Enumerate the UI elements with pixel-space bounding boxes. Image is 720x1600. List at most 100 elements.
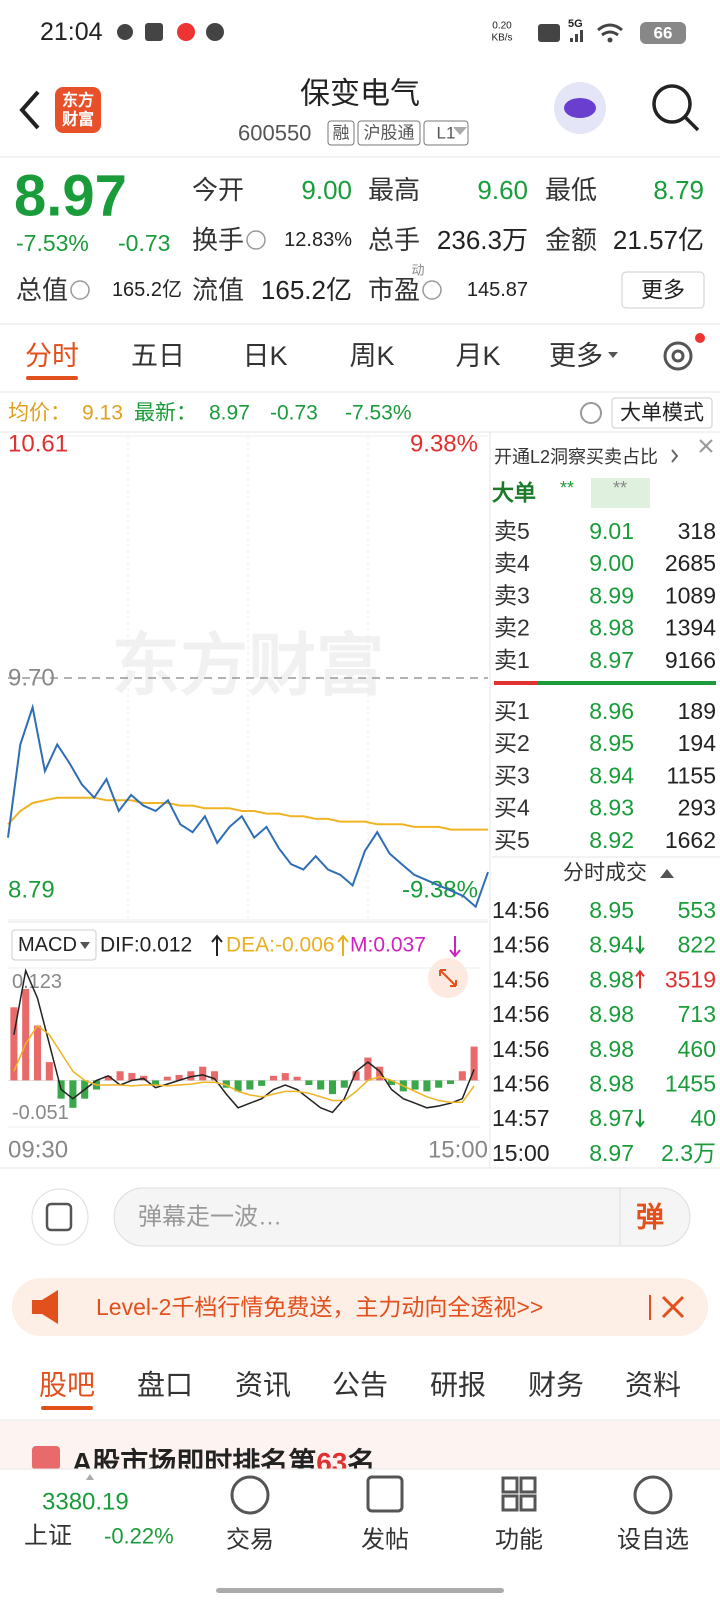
sub-tab[interactable]: 财务	[528, 1370, 584, 1401]
danmu-button[interactable]: 弹	[636, 1202, 664, 1233]
dropdown-icon[interactable]	[453, 127, 467, 135]
close-icon[interactable]	[661, 1295, 685, 1319]
mode-button[interactable]	[611, 397, 713, 429]
sub-tab[interactable]: 公告	[332, 1370, 388, 1401]
book-price: 8.95	[589, 730, 634, 756]
macd-bar	[222, 1080, 230, 1088]
tag: 沪股通	[364, 124, 415, 143]
trade-volume: 3519	[665, 966, 716, 992]
dropdown-icon	[608, 352, 618, 358]
tag-box	[357, 120, 421, 146]
book-label: 买5	[494, 827, 530, 853]
stock-name: 保变电气	[300, 78, 420, 111]
tag: L1	[437, 124, 456, 143]
help-icon[interactable]	[580, 402, 602, 424]
field-label: 流值	[192, 275, 244, 305]
trade-time: 14:56	[492, 932, 550, 958]
sub-tab[interactable]: 股吧	[39, 1370, 95, 1401]
tab[interactable]: 周K	[349, 341, 394, 371]
trade-time: 14:56	[492, 966, 550, 992]
banner[interactable]	[12, 1278, 708, 1336]
macd-line	[13, 1024, 475, 1104]
change-pct: -7.53%	[345, 402, 412, 425]
tab-underline	[41, 1406, 93, 1410]
book-volume: 1089	[665, 582, 716, 608]
book-label: 买4	[494, 795, 530, 821]
indicator-select[interactable]	[11, 929, 97, 961]
nav-item[interactable]: 发帖	[361, 1527, 409, 1554]
tab[interactable]: 更多	[549, 341, 603, 371]
logo	[55, 87, 101, 133]
indicator-name: MACD	[18, 934, 77, 956]
close-icon[interactable]	[699, 439, 713, 453]
nav-item[interactable]: 功能	[495, 1527, 543, 1554]
book-price: 8.93	[589, 795, 634, 821]
macd-bar	[458, 1071, 466, 1081]
sub-tab[interactable]: 研报	[430, 1370, 486, 1401]
settings-icon[interactable]	[663, 333, 705, 371]
macd-bar	[376, 1066, 384, 1081]
book-volume: 194	[678, 730, 717, 756]
field-value: 9.60	[477, 175, 528, 205]
book-volume: 293	[678, 795, 716, 821]
nav-icons	[230, 1475, 673, 1515]
sub-tab[interactable]: 资讯	[235, 1370, 291, 1401]
macd-bar	[387, 1080, 396, 1085]
price: 8.97	[14, 164, 127, 229]
price-line	[7, 796, 488, 831]
x-tick-label: 15:00	[428, 1137, 488, 1164]
trade-time: 14:56	[492, 1001, 550, 1027]
menu-button[interactable]	[31, 1188, 89, 1246]
macd-bar	[446, 1080, 455, 1085]
field-value: 165.2亿	[261, 275, 352, 305]
field-label: 最低	[545, 175, 597, 205]
macd-bar	[116, 1071, 124, 1081]
macd-bar	[10, 1007, 18, 1081]
macd-bar	[317, 1080, 325, 1090]
macd-bar	[352, 1071, 360, 1081]
more-button[interactable]	[621, 271, 705, 309]
home-indicator	[216, 1588, 504, 1593]
nav-item[interactable]: 设自选	[617, 1527, 689, 1554]
info-icon	[422, 280, 442, 300]
rank-row-bg	[0, 1421, 720, 1469]
logo-text: 东方	[62, 91, 94, 110]
macd-bar	[234, 1080, 242, 1092]
battery	[640, 22, 686, 44]
field-value: 8.79	[653, 175, 704, 205]
book-price: 8.99	[589, 582, 634, 608]
chevron	[671, 449, 679, 463]
macd-line	[13, 968, 475, 1114]
book-volume: 318	[678, 518, 716, 544]
macd-bar	[187, 1071, 195, 1081]
field-label: 总值	[16, 275, 68, 305]
comment-input[interactable]	[113, 1187, 691, 1247]
trade-time: 14:56	[492, 897, 550, 923]
sub-tab[interactable]: 资料	[625, 1370, 681, 1401]
l2-link: 开通L2洞察买卖占比	[494, 447, 658, 467]
rank-icon	[32, 1446, 60, 1470]
change-pct: -7.53%	[16, 230, 89, 256]
tab[interactable]: 月K	[455, 341, 500, 371]
logo-text: 财富	[61, 110, 94, 129]
back-button[interactable]	[19, 90, 40, 130]
nav-item[interactable]: 交易	[226, 1527, 274, 1554]
tab[interactable]: 日K	[242, 341, 287, 371]
latest-value: 8.97	[209, 402, 250, 425]
tab[interactable]: 分时	[25, 341, 79, 371]
change: -0.73	[270, 402, 318, 425]
field-label: 最高	[368, 175, 420, 205]
search-button[interactable]	[652, 84, 700, 132]
tab[interactable]: 五日	[131, 341, 185, 371]
book-price: 9.01	[589, 518, 634, 544]
expand-icon	[439, 969, 457, 987]
network: 5G	[568, 18, 583, 30]
sub-tab[interactable]: 盘口	[137, 1370, 193, 1401]
trade-volume: 822	[678, 932, 716, 958]
trade-price: 8.98	[589, 1036, 634, 1062]
macd-bar	[210, 1071, 219, 1081]
book-label: 卖1	[494, 647, 530, 673]
field-value: 12.83%	[284, 229, 352, 251]
